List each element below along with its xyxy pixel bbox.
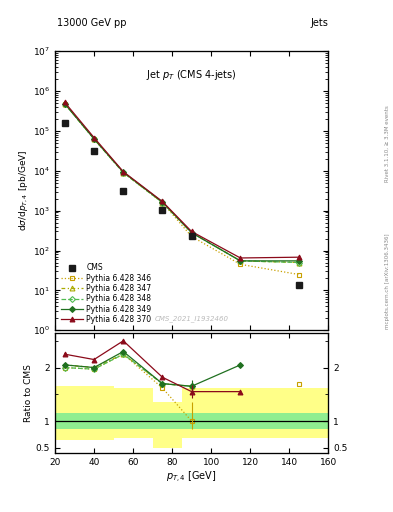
Line: Pythia 6.428 349: Pythia 6.428 349 (63, 102, 301, 263)
X-axis label: $p_{T,4}$ [GeV]: $p_{T,4}$ [GeV] (166, 470, 217, 485)
Pythia 6.428 346 (62, 101, 67, 107)
Pythia 6.428 349 (297, 258, 301, 264)
Pythia 6.428 347 (238, 258, 243, 264)
Text: Jets: Jets (310, 18, 328, 28)
Pythia 6.428 349 (62, 101, 67, 107)
Text: Jet $p_T$ (CMS 4-jets): Jet $p_T$ (CMS 4-jets) (146, 68, 237, 82)
Pythia 6.428 349 (92, 136, 96, 142)
Text: 13000 GeV pp: 13000 GeV pp (57, 18, 127, 28)
CMS (297, 282, 301, 288)
Pythia 6.428 370 (121, 168, 126, 175)
Pythia 6.428 346 (238, 261, 243, 267)
Text: mcplots.cern.ch [arXiv:1306.3436]: mcplots.cern.ch [arXiv:1306.3436] (385, 234, 389, 329)
Pythia 6.428 348 (121, 169, 126, 176)
Pythia 6.428 348 (62, 101, 67, 107)
Legend: CMS, Pythia 6.428 346, Pythia 6.428 347, Pythia 6.428 348, Pythia 6.428 349, Pyt: CMS, Pythia 6.428 346, Pythia 6.428 347,… (59, 261, 154, 327)
Pythia 6.428 370 (297, 254, 301, 260)
Pythia 6.428 347 (92, 136, 96, 142)
Pythia 6.428 370 (238, 255, 243, 261)
Pythia 6.428 348 (189, 229, 194, 236)
Pythia 6.428 349 (121, 169, 126, 175)
Pythia 6.428 346 (160, 200, 165, 206)
Pythia 6.428 347 (121, 169, 126, 176)
CMS (160, 207, 165, 213)
Y-axis label: Ratio to CMS: Ratio to CMS (24, 364, 33, 422)
Text: CMS_2021_I1932460: CMS_2021_I1932460 (154, 315, 229, 322)
Pythia 6.428 349 (160, 199, 165, 205)
Text: Rivet 3.1.10, ≥ 3.3M events: Rivet 3.1.10, ≥ 3.3M events (385, 105, 389, 182)
Line: Pythia 6.428 346: Pythia 6.428 346 (62, 101, 301, 277)
Pythia 6.428 349 (189, 229, 194, 236)
Pythia 6.428 346 (189, 233, 194, 240)
Line: Pythia 6.428 347: Pythia 6.428 347 (62, 101, 301, 265)
Pythia 6.428 348 (238, 258, 243, 264)
Y-axis label: d$\sigma$/d$p_{T,4}$ [pb/GeV]: d$\sigma$/d$p_{T,4}$ [pb/GeV] (17, 150, 30, 231)
Line: CMS: CMS (62, 120, 302, 287)
CMS (189, 233, 194, 240)
Pythia 6.428 370 (92, 135, 96, 141)
Pythia 6.428 346 (121, 169, 126, 176)
CMS (92, 147, 96, 154)
Pythia 6.428 347 (62, 101, 67, 107)
Pythia 6.428 347 (160, 200, 165, 206)
Pythia 6.428 370 (62, 99, 67, 105)
Pythia 6.428 348 (160, 200, 165, 206)
Pythia 6.428 346 (297, 271, 301, 278)
Pythia 6.428 348 (297, 260, 301, 266)
Pythia 6.428 370 (160, 198, 165, 204)
CMS (62, 120, 67, 126)
Pythia 6.428 370 (189, 228, 194, 234)
Line: Pythia 6.428 348: Pythia 6.428 348 (63, 102, 301, 265)
Pythia 6.428 348 (92, 136, 96, 142)
Pythia 6.428 349 (238, 258, 243, 264)
Pythia 6.428 347 (189, 229, 194, 236)
CMS (121, 187, 126, 194)
Line: Pythia 6.428 370: Pythia 6.428 370 (62, 100, 301, 261)
Pythia 6.428 347 (297, 260, 301, 266)
Pythia 6.428 346 (92, 136, 96, 142)
